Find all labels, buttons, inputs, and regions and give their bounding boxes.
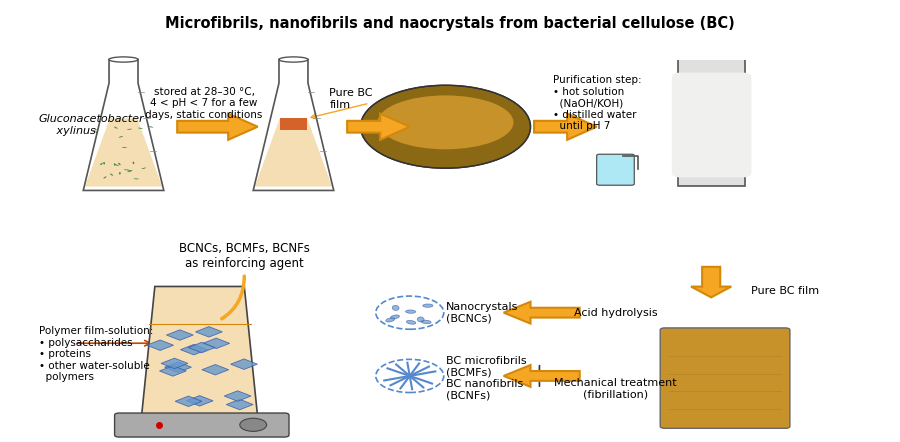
Text: stored at 28–30 °C,
4 < pH < 7 for a few
days, static conditions: stored at 28–30 °C, 4 < pH < 7 for a few… [145,87,263,120]
Ellipse shape [104,162,105,164]
FancyBboxPatch shape [661,328,790,428]
Polygon shape [180,344,207,355]
Polygon shape [188,342,215,353]
Text: Mechanical treatment
(fibrillation): Mechanical treatment (fibrillation) [554,378,677,400]
Ellipse shape [104,176,106,179]
Polygon shape [165,362,192,373]
Text: BCNCs, BCMFs, BCNFs
as reinforcing agent: BCNCs, BCMFs, BCNFs as reinforcing agent [179,242,310,270]
FancyArrowPatch shape [222,276,244,319]
Circle shape [361,85,530,168]
Ellipse shape [377,95,514,149]
Text: Nanocrystals
(BCNCs): Nanocrystals (BCNCs) [446,302,518,324]
Ellipse shape [95,131,98,133]
Ellipse shape [421,320,431,324]
Ellipse shape [407,320,416,324]
Ellipse shape [127,129,132,130]
Ellipse shape [127,171,132,172]
Polygon shape [202,338,230,349]
Ellipse shape [418,317,424,322]
Ellipse shape [109,57,138,62]
Polygon shape [176,396,202,407]
Text: Purification step:
• hot solution
  (NaOH/KOH)
• distilled water
  until pH 7: Purification step: • hot solution (NaOH/… [553,75,642,131]
Ellipse shape [392,305,399,310]
Polygon shape [159,366,186,376]
Ellipse shape [128,170,132,171]
Polygon shape [166,330,194,340]
Ellipse shape [279,57,308,62]
Polygon shape [195,327,222,337]
Text: BC microfibrils
(BCMFs)
BC nanofibrils
(BCNFs): BC microfibrils (BCMFs) BC nanofibrils (… [446,356,526,400]
Circle shape [376,296,444,329]
Polygon shape [504,302,580,324]
Ellipse shape [114,127,118,129]
Polygon shape [202,365,229,375]
Text: Pure BC film: Pure BC film [752,286,820,296]
Polygon shape [255,118,332,187]
Polygon shape [347,114,410,140]
FancyBboxPatch shape [114,413,289,437]
Ellipse shape [118,163,121,165]
Polygon shape [504,365,580,387]
Ellipse shape [122,147,127,148]
Ellipse shape [124,169,129,170]
FancyBboxPatch shape [597,154,634,185]
Ellipse shape [114,164,119,166]
Polygon shape [186,396,213,406]
Text: Acid hydrolysis: Acid hydrolysis [573,308,657,318]
Text: Microfibrils, nanofibrils and naocrystals from bacterial cellulose (BC): Microfibrils, nanofibrils and naocrystal… [165,16,735,31]
Ellipse shape [138,128,143,129]
Polygon shape [678,60,745,186]
Ellipse shape [423,304,433,307]
Ellipse shape [406,310,416,313]
Polygon shape [161,358,188,369]
Ellipse shape [148,126,153,128]
Polygon shape [147,340,174,351]
Polygon shape [226,399,253,410]
Text: Polymer film-solution:
• polysaccharides
• proteins
• other water-soluble
  poly: Polymer film-solution: • polysaccharides… [39,326,153,382]
Ellipse shape [110,174,113,176]
Polygon shape [224,391,251,401]
Circle shape [239,418,266,431]
Polygon shape [230,359,257,370]
FancyBboxPatch shape [671,72,752,177]
Ellipse shape [113,163,116,166]
Polygon shape [85,118,162,187]
Ellipse shape [100,163,103,165]
Ellipse shape [119,136,123,137]
Ellipse shape [132,162,134,164]
Polygon shape [141,286,257,417]
Text: Gluconacetobacter
     xylinus: Gluconacetobacter xylinus [39,114,144,136]
Polygon shape [280,118,307,130]
Ellipse shape [391,315,400,319]
Ellipse shape [141,168,146,169]
Ellipse shape [93,129,97,131]
Circle shape [376,359,444,392]
Text: Pure BC
film: Pure BC film [329,88,373,110]
Polygon shape [534,114,597,140]
Polygon shape [691,267,732,297]
Ellipse shape [386,318,394,322]
Ellipse shape [119,172,121,175]
Polygon shape [177,114,257,140]
